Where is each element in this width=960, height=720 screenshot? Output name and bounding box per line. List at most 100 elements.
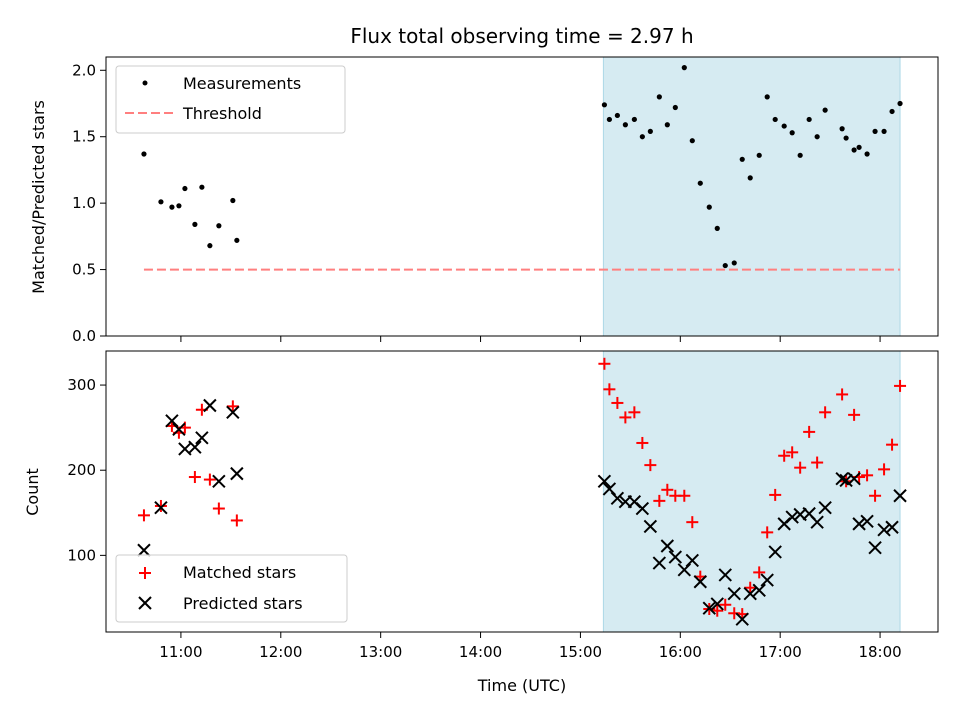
measurement-point bbox=[681, 65, 687, 71]
measurement-point bbox=[199, 184, 205, 190]
measurement-point bbox=[756, 152, 762, 158]
matched-star-point bbox=[761, 526, 774, 539]
y-tick-label: 300 bbox=[67, 376, 96, 394]
matched-star-point bbox=[819, 406, 832, 419]
matched-star-point bbox=[154, 499, 167, 512]
predicted-star-point bbox=[847, 472, 861, 486]
predicted-star-point bbox=[818, 500, 832, 515]
measurement-point bbox=[843, 135, 849, 141]
top-y-axis-ticks: 0.0 0.5 1.0 1.5 2.0 bbox=[72, 61, 106, 345]
matched-star-point bbox=[778, 449, 791, 462]
measurement-point bbox=[158, 199, 164, 205]
measurement-point bbox=[864, 151, 870, 157]
top-panel: 0.00.51.01.52.0 Matched/Predicted stars … bbox=[29, 56, 939, 345]
predicted-star-point bbox=[710, 597, 724, 611]
legend-matched-label: Matched stars bbox=[183, 563, 296, 582]
legend-matched-marker bbox=[139, 567, 151, 579]
predicted-star-point bbox=[226, 405, 240, 420]
predicted-star-point bbox=[597, 474, 612, 488]
y-tick-label: 1.0 bbox=[72, 194, 96, 212]
matched-star-point bbox=[848, 408, 861, 421]
predicted-star-point bbox=[610, 491, 625, 506]
predicted-star-point bbox=[635, 501, 650, 516]
matched-star-point bbox=[719, 598, 732, 611]
predicted-star-point bbox=[702, 601, 716, 615]
predicted-star-point bbox=[203, 398, 217, 413]
matched-star-point bbox=[811, 456, 824, 469]
matched-star-point bbox=[619, 411, 632, 424]
matched-star-point bbox=[661, 483, 674, 496]
measurement-point bbox=[631, 116, 637, 123]
measurement-point bbox=[772, 116, 778, 123]
predicted-star-point bbox=[885, 520, 899, 534]
measurement-point bbox=[664, 122, 670, 128]
measurement-point bbox=[806, 116, 812, 123]
matched-star-point bbox=[653, 494, 666, 507]
measurement-point bbox=[141, 151, 147, 157]
legend-predicted-marker bbox=[138, 596, 152, 610]
bottom-x-axis-ticks: 11:00 12:00 13:00 14:00 15:00 16:00 17:00 18:00 bbox=[159, 632, 902, 661]
measurement-point bbox=[622, 122, 628, 128]
top-legend-box bbox=[115, 65, 346, 134]
predicted-star-point bbox=[685, 553, 700, 568]
predicted-star-point bbox=[643, 519, 658, 534]
measurement-point bbox=[889, 108, 895, 115]
predicted-star-point bbox=[835, 472, 849, 486]
x-tick-label: 18:00 bbox=[858, 643, 901, 661]
bottom-legend-box bbox=[115, 554, 348, 623]
predicted-star-point bbox=[768, 545, 782, 559]
matched-star-point bbox=[226, 400, 239, 413]
predicted-star-point bbox=[212, 474, 226, 488]
predicted-star-point bbox=[195, 431, 209, 445]
top-panel-frame bbox=[105, 56, 939, 337]
measurement-point bbox=[781, 123, 787, 129]
measurement-point bbox=[207, 243, 213, 249]
matched-star-point bbox=[894, 379, 907, 392]
y-tick-label: 2.0 bbox=[72, 61, 96, 79]
predicted-star-point bbox=[893, 489, 907, 503]
measurement-point bbox=[614, 112, 620, 119]
bottom-y-axis-label: Count bbox=[23, 468, 42, 516]
measurement-point bbox=[656, 94, 662, 100]
predicted-star-point bbox=[839, 473, 853, 488]
x-tick-label: 14:00 bbox=[459, 643, 502, 661]
matched-star-point bbox=[786, 446, 799, 459]
measurement-point bbox=[872, 128, 878, 134]
matched-star-point bbox=[878, 463, 891, 476]
measurement-point bbox=[601, 102, 608, 108]
predicted-star-point bbox=[660, 539, 675, 553]
x-tick-label: 17:00 bbox=[759, 643, 802, 661]
x-tick-label: 13:00 bbox=[359, 643, 402, 661]
matched-star-point bbox=[836, 388, 849, 401]
x-axis-label: Time (UTC) bbox=[477, 676, 566, 695]
top-panel-shaded-span bbox=[602, 56, 901, 337]
measurement-point bbox=[176, 203, 182, 209]
measurement-point bbox=[747, 175, 753, 181]
measurement-point bbox=[897, 100, 903, 107]
measurement-point bbox=[234, 237, 240, 243]
matched-star-point bbox=[598, 357, 611, 370]
matched-star-point bbox=[869, 489, 882, 502]
predicted-star-point bbox=[652, 556, 667, 570]
measurement-point bbox=[697, 180, 703, 186]
measurement-point bbox=[789, 130, 795, 136]
x-tick-label: 16:00 bbox=[659, 643, 702, 661]
y-tick-label: 0.5 bbox=[72, 261, 96, 279]
predicted-star-point bbox=[188, 440, 202, 454]
matched-star-point bbox=[861, 469, 874, 482]
measurement-point bbox=[851, 147, 857, 153]
matched-star-point bbox=[794, 461, 807, 474]
measurement-point bbox=[731, 260, 737, 266]
top-x-axis-ticks bbox=[180, 336, 881, 342]
legend-predicted-label: Predicted stars bbox=[183, 594, 303, 613]
measurement-point bbox=[192, 221, 198, 227]
predicted-star-point bbox=[877, 523, 891, 537]
top-legend: Measurements Threshold bbox=[115, 65, 346, 134]
measurement-point bbox=[856, 144, 862, 150]
measurement-point bbox=[714, 225, 720, 231]
matched-star-point bbox=[644, 459, 657, 472]
x-tick-label: 12:00 bbox=[259, 643, 302, 661]
y-tick-label: 0.0 bbox=[72, 327, 96, 345]
matched-star-point bbox=[686, 516, 699, 529]
